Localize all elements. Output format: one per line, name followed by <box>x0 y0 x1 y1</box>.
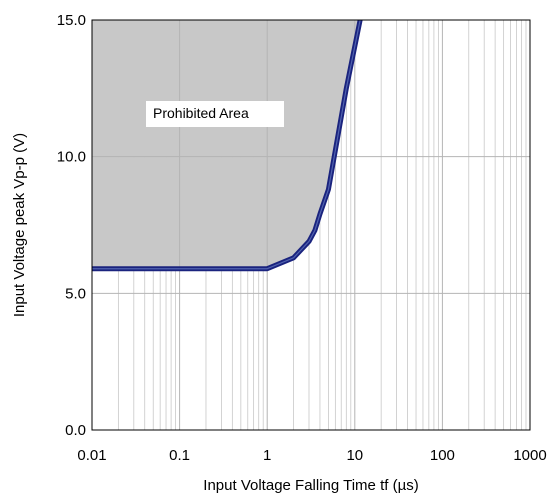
x-tick-label: 100 <box>430 447 455 464</box>
x-tick-label: 0.1 <box>169 447 190 464</box>
annotation-layer: Prohibited Area <box>146 101 284 127</box>
y-tick-label: 15.0 <box>57 12 86 29</box>
y-tick-label: 0.0 <box>65 422 86 439</box>
prohibited-area-label: Prohibited Area <box>153 105 249 121</box>
y-axis-title: Input Voltage peak Vp-p (V) <box>11 133 28 317</box>
x-tick-labels: 0.01 0.1 1 10 100 1000 <box>77 447 546 464</box>
x-tick-label: 1 <box>263 447 271 464</box>
y-tick-labels: 0.0 5.0 10.0 15.0 <box>57 12 86 439</box>
x-axis-title: Input Voltage Falling Time tf (µs) <box>203 477 418 494</box>
y-tick-label: 10.0 <box>57 149 86 166</box>
y-tick-label: 5.0 <box>65 285 86 302</box>
x-tick-label: 0.01 <box>77 447 106 464</box>
x-tick-label: 1000 <box>513 447 546 464</box>
x-tick-label: 10 <box>346 447 363 464</box>
